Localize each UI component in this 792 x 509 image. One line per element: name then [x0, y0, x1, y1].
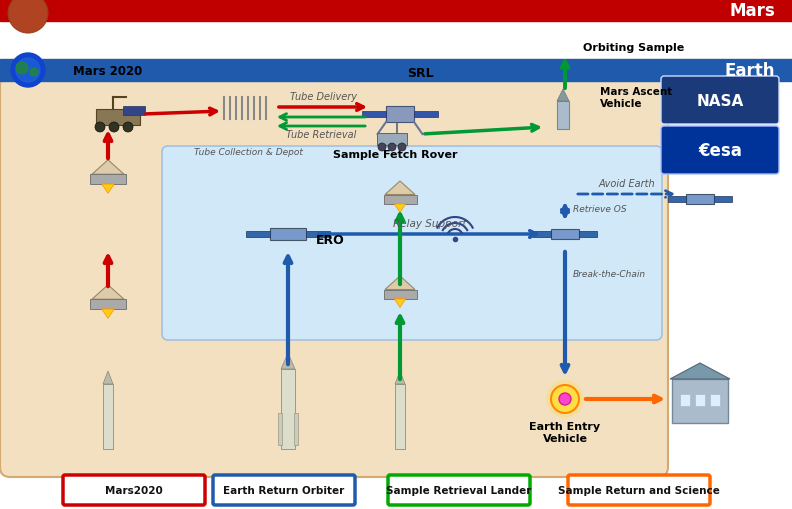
Bar: [414, 112, 438, 118]
Text: Tube Delivery: Tube Delivery: [290, 92, 356, 102]
Bar: [278, 413, 282, 445]
Polygon shape: [103, 371, 113, 384]
Bar: [672, 379, 728, 423]
Bar: [686, 194, 714, 205]
Polygon shape: [385, 182, 415, 195]
FancyBboxPatch shape: [162, 147, 662, 341]
Circle shape: [95, 123, 105, 133]
Polygon shape: [394, 204, 406, 213]
FancyBboxPatch shape: [213, 475, 355, 505]
Bar: [695, 394, 705, 406]
Bar: [90, 175, 126, 184]
Polygon shape: [281, 353, 295, 369]
Bar: [557, 102, 569, 130]
Circle shape: [551, 385, 579, 413]
Bar: [281, 369, 295, 449]
Polygon shape: [101, 184, 114, 194]
Text: Orbiting Sample: Orbiting Sample: [583, 43, 684, 53]
Polygon shape: [557, 90, 569, 102]
Bar: [362, 112, 386, 118]
Text: Sample Return and Science: Sample Return and Science: [558, 485, 720, 495]
Circle shape: [8, 0, 48, 34]
Polygon shape: [92, 285, 124, 300]
Text: Earth: Earth: [725, 62, 775, 80]
Text: Mars 2020: Mars 2020: [74, 65, 143, 78]
Bar: [383, 195, 417, 204]
Bar: [714, 196, 732, 203]
Bar: [680, 394, 690, 406]
Bar: [96, 110, 140, 126]
Bar: [0, 60, 792, 82]
Polygon shape: [385, 276, 415, 290]
Bar: [103, 384, 113, 449]
Text: Mars2020: Mars2020: [105, 485, 163, 495]
Bar: [294, 413, 298, 445]
Circle shape: [109, 123, 119, 133]
Bar: [270, 229, 306, 241]
Bar: [383, 290, 417, 299]
Text: €esa: €esa: [698, 142, 742, 160]
Polygon shape: [101, 309, 114, 319]
Circle shape: [547, 381, 583, 417]
Text: SRL: SRL: [406, 67, 433, 80]
Text: Tube Collection & Depot: Tube Collection & Depot: [193, 148, 303, 157]
Bar: [90, 300, 126, 309]
Polygon shape: [394, 299, 406, 308]
Circle shape: [559, 393, 571, 405]
Bar: [533, 232, 551, 238]
Bar: [579, 232, 597, 238]
Circle shape: [8, 0, 48, 34]
Bar: [668, 196, 686, 203]
Text: ERO: ERO: [316, 233, 345, 246]
Bar: [551, 230, 579, 240]
Text: Break-the-Chain: Break-the-Chain: [573, 269, 646, 278]
Circle shape: [398, 144, 406, 152]
Bar: [306, 232, 330, 238]
FancyBboxPatch shape: [661, 77, 779, 125]
Polygon shape: [92, 160, 124, 175]
FancyBboxPatch shape: [63, 475, 205, 505]
Circle shape: [30, 69, 38, 77]
Bar: [123, 107, 145, 116]
Text: Retrieve OS: Retrieve OS: [573, 205, 626, 214]
Bar: [395, 384, 405, 449]
Text: Sample Fetch Rover: Sample Fetch Rover: [333, 150, 457, 160]
FancyBboxPatch shape: [0, 76, 668, 477]
Text: Sample Retrieval Lander: Sample Retrieval Lander: [386, 485, 531, 495]
Circle shape: [388, 144, 396, 152]
Text: Relay Support: Relay Support: [393, 218, 466, 229]
Text: Mars Ascent
Vehicle: Mars Ascent Vehicle: [600, 87, 672, 108]
Bar: [0, 0, 792, 22]
Circle shape: [16, 59, 40, 83]
Text: Earth Entry
Vehicle: Earth Entry Vehicle: [529, 421, 600, 443]
Text: Mars: Mars: [729, 2, 775, 20]
Bar: [246, 232, 270, 238]
Circle shape: [16, 63, 28, 75]
Circle shape: [123, 123, 133, 133]
Bar: [710, 394, 720, 406]
Polygon shape: [395, 371, 405, 384]
FancyBboxPatch shape: [661, 127, 779, 175]
Text: Avoid Earth: Avoid Earth: [598, 179, 655, 189]
FancyBboxPatch shape: [388, 475, 530, 505]
Bar: [377, 134, 407, 146]
Text: Earth Return Orbiter: Earth Return Orbiter: [223, 485, 345, 495]
Circle shape: [11, 54, 45, 88]
Bar: [386, 107, 414, 123]
Text: Tube Retrieval: Tube Retrieval: [286, 130, 356, 140]
Text: NASA: NASA: [696, 93, 744, 108]
Polygon shape: [670, 363, 730, 379]
FancyBboxPatch shape: [568, 475, 710, 505]
Circle shape: [378, 144, 386, 152]
